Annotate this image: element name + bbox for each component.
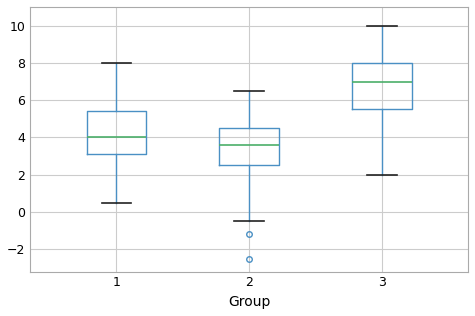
- X-axis label: Group: Group: [228, 295, 270, 309]
